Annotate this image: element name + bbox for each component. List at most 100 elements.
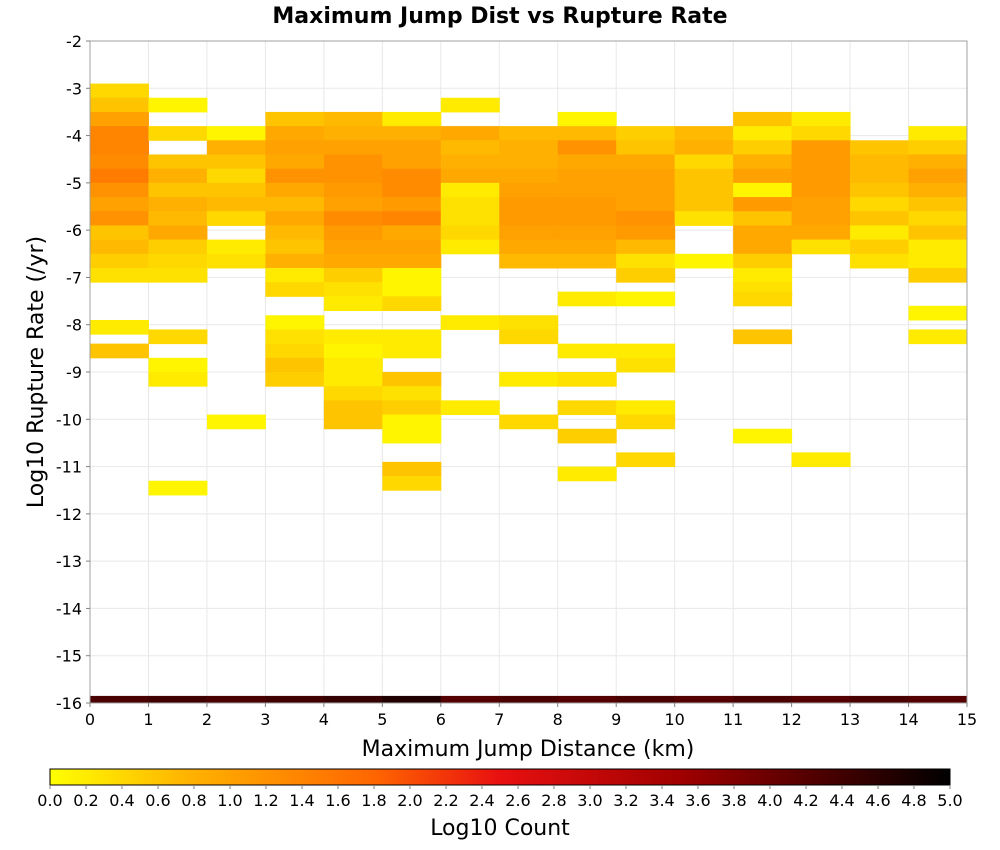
heatmap-cell <box>616 452 676 468</box>
heatmap-cell <box>908 253 968 269</box>
heatmap-cell <box>323 282 383 297</box>
colorbar-tick-label: 2.0 <box>397 791 422 810</box>
heatmap-cell <box>382 329 442 345</box>
y-tick-label: -12 <box>56 505 82 524</box>
heatmap-cell <box>148 225 208 241</box>
heatmap-cell <box>148 97 208 113</box>
heatmap-cell-bottom-row <box>90 695 149 703</box>
colorbar-tick-label: 0.2 <box>73 791 98 810</box>
heatmap-cell <box>674 253 734 269</box>
heatmap-cell <box>791 197 851 212</box>
heatmap-cell <box>90 182 149 198</box>
heatmap-cell <box>850 253 910 269</box>
heatmap-cell <box>382 282 442 297</box>
heatmap-cell <box>382 211 442 226</box>
heatmap-cell <box>908 239 968 255</box>
x-tick-label: 10 <box>664 710 684 729</box>
heatmap-cell <box>908 182 968 198</box>
heatmap-cell <box>791 239 851 255</box>
heatmap-cell <box>382 182 442 198</box>
x-tick-label: 12 <box>781 710 801 729</box>
heatmap-cell <box>850 211 910 226</box>
heatmap-cell <box>148 126 208 141</box>
x-tick-label: 2 <box>202 710 212 729</box>
heatmap-cell <box>382 154 442 170</box>
heatmap-cell-bottom-row <box>674 695 734 703</box>
heatmap-cell <box>499 154 559 170</box>
colorbar-tick-label: 4.8 <box>901 791 926 810</box>
heatmap-cell-bottom-row <box>499 695 559 703</box>
heatmap-cell <box>499 126 559 141</box>
colorbar-label: Log10 Count <box>430 816 570 841</box>
x-tick-label: 3 <box>260 710 270 729</box>
heatmap-cell <box>265 154 325 170</box>
heatmap-cell <box>90 97 149 113</box>
colorbar-tick-label: 4.6 <box>865 791 890 810</box>
heatmap-cell <box>791 111 851 127</box>
colorbar-tick-label: 3.8 <box>721 791 746 810</box>
heatmap-cell <box>674 140 734 155</box>
x-tick-label: 9 <box>611 710 621 729</box>
heatmap-cell <box>557 154 617 170</box>
heatmap-cell <box>440 126 500 141</box>
heatmap-cell <box>616 154 676 170</box>
heatmap-cell <box>265 225 325 241</box>
heatmap-cell-bottom-row <box>265 695 325 703</box>
heatmap-cell <box>206 414 266 430</box>
heatmap-cell <box>791 452 851 468</box>
heatmap-cell <box>323 343 383 359</box>
heatmap-cell <box>90 111 149 127</box>
heatmap-cell <box>557 239 617 255</box>
heatmap-cell <box>265 315 325 330</box>
heatmap-cell <box>850 168 910 184</box>
heatmap-cell <box>323 400 383 416</box>
heatmap-cell <box>616 267 676 283</box>
heatmap-cell <box>382 168 442 184</box>
heatmap-cell <box>148 480 208 496</box>
heatmap-cell <box>90 154 149 170</box>
heatmap-cell-bottom-row <box>908 695 968 703</box>
heatmap-cell <box>382 296 442 312</box>
heatmap-cell <box>440 211 500 226</box>
heatmap-cell <box>499 168 559 184</box>
heatmap-cell <box>499 197 559 212</box>
colorbar-tick-label: 1.4 <box>289 791 314 810</box>
heatmap-cell <box>733 111 793 127</box>
heatmap-cell <box>733 182 793 198</box>
colorbar-tick-label: 1.2 <box>253 791 278 810</box>
heatmap-cell <box>90 239 149 255</box>
y-axis-ticks: -2 -3 -4 -5 -6 -7 -8 -9 -10 -11 -12 -13 -14 -15 -16 <box>56 32 90 713</box>
heatmap-cell <box>850 154 910 170</box>
heatmap-cell <box>733 267 793 283</box>
heatmap-cell <box>733 225 793 241</box>
heatmap-cell <box>908 267 968 283</box>
colorbar-ticks: 0.0 0.2 0.4 0.6 0.8 1.0 1.2 1.4 1.6 1.8 2.0 2.2 2.4 2… <box>37 785 963 810</box>
heatmap-cell <box>265 126 325 141</box>
heatmap-cell-bottom-row <box>440 695 500 703</box>
heatmap-cell <box>850 182 910 198</box>
y-tick-label: -11 <box>56 458 82 477</box>
heatmap-cell <box>733 140 793 155</box>
heatmap-cell <box>90 253 149 269</box>
colorbar-tick-label: 3.6 <box>685 791 710 810</box>
heatmap-cell <box>90 197 149 212</box>
heatmap-cell <box>323 225 383 241</box>
y-tick-label: -3 <box>66 79 82 98</box>
heatmap-cell <box>323 372 383 387</box>
heatmap-cell <box>850 225 910 241</box>
heatmap-cell <box>148 211 208 226</box>
heatmap-cell <box>616 343 676 359</box>
y-tick-label: -4 <box>66 127 82 146</box>
heatmap-cell <box>557 140 617 155</box>
heatmap-cell <box>791 140 851 155</box>
heatmap-cell <box>850 239 910 255</box>
heatmap-cell <box>323 357 383 373</box>
heatmap-cell <box>265 253 325 269</box>
heatmap-cell <box>499 253 559 269</box>
heatmap-cell <box>323 111 383 127</box>
heatmap-cells <box>90 83 968 703</box>
x-tick-label: 5 <box>377 710 387 729</box>
heatmap-cell <box>557 225 617 241</box>
colorbar-tick-label: 3.0 <box>577 791 602 810</box>
heatmap-cell <box>265 372 325 387</box>
